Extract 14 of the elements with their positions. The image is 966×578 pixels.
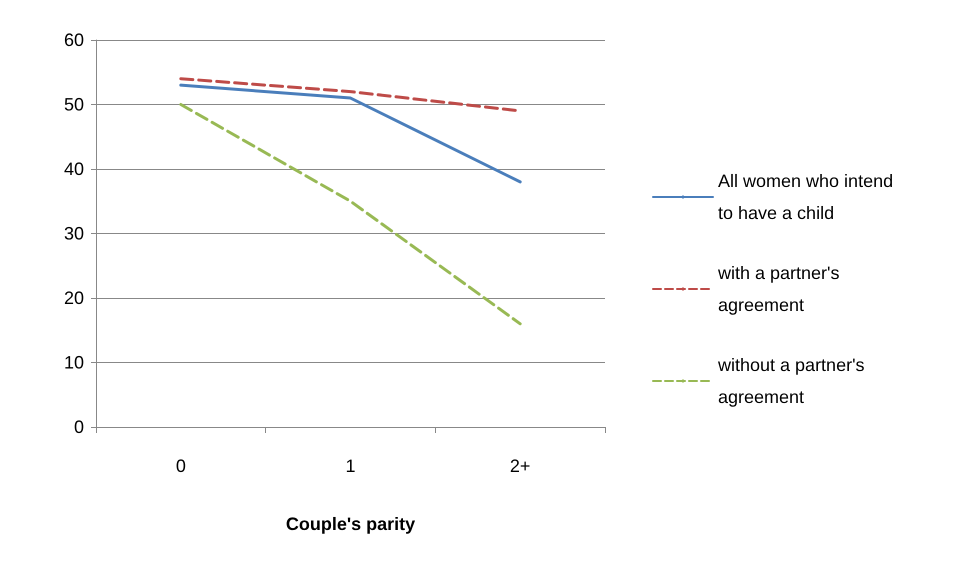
legend-label: All women who intend to have a child <box>718 171 898 223</box>
y-tick-label: 50 <box>64 94 84 114</box>
legend-label: with a partner's agreement <box>717 263 844 315</box>
y-tick-label: 60 <box>64 30 84 50</box>
y-tick-label: 10 <box>64 352 84 372</box>
y-tick-label: 40 <box>64 159 84 179</box>
y-tick-label: 0 <box>74 417 84 437</box>
x-tick-label: 2+ <box>510 456 530 476</box>
y-tick-label: 20 <box>64 288 84 308</box>
legend-label: without a partner's agreement <box>717 355 870 407</box>
x-axis-title: Couple's parity <box>286 514 416 534</box>
y-tick-label: 30 <box>64 224 84 244</box>
x-tick-label: 1 <box>345 456 356 476</box>
x-tick-label: 0 <box>176 456 186 476</box>
